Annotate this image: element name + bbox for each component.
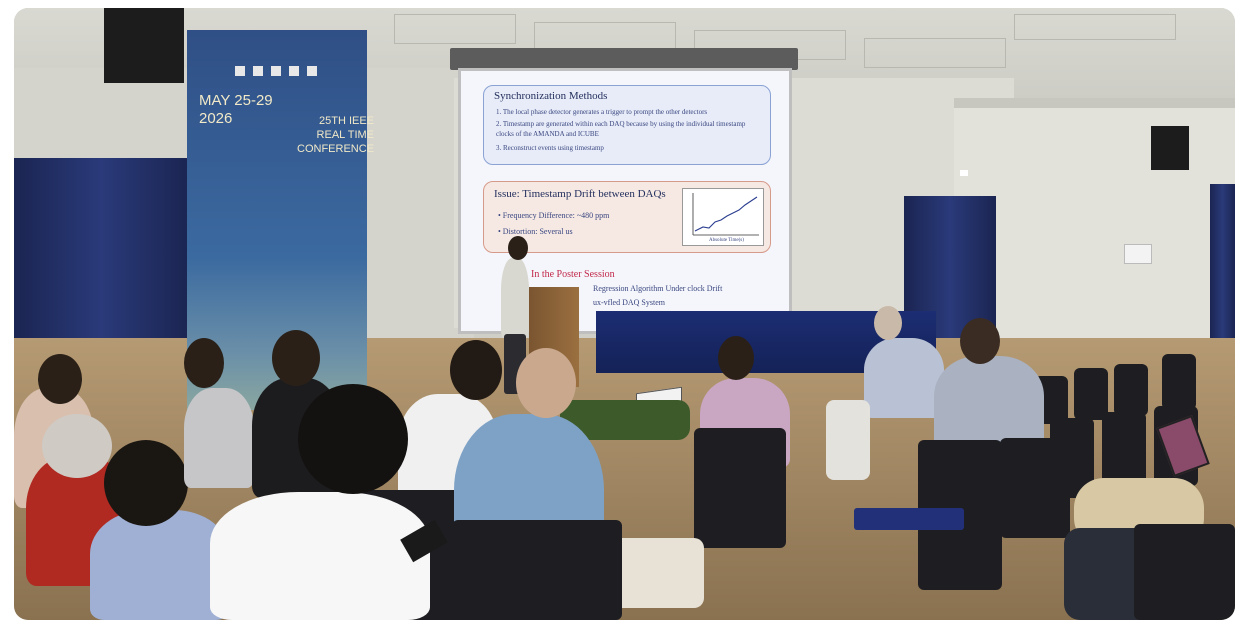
audience-member (90, 510, 230, 620)
slide-item: Regression Algorithm Under clock Drift (593, 284, 723, 293)
presenter (501, 258, 529, 338)
audience-member (184, 388, 254, 488)
chair (694, 428, 786, 548)
panelist-head (874, 306, 902, 340)
logo-icon (271, 66, 281, 76)
photo-frame: MAY 25-29 2026 25TH IEEE REAL TIME CONFE… (14, 8, 1235, 620)
chair (1162, 354, 1196, 410)
audience-head (42, 414, 112, 478)
audience-head (298, 384, 408, 494)
jacket-on-chair (826, 400, 870, 480)
chair-seat (854, 508, 964, 530)
logo-icon (307, 66, 317, 76)
slide-box-sync-methods: Synchronization Methods 1. The local pha… (483, 85, 771, 165)
slide-item: 2. Timestamp are generated within each D… (496, 120, 746, 128)
audience-head (516, 348, 576, 418)
audience-head (184, 338, 224, 388)
inset-xlabel: Absolute Time(s) (709, 238, 744, 243)
slide-item: 1. The local phase detector generates a … (496, 108, 708, 116)
slide-item: • Frequency Difference: ~480 ppm (498, 211, 610, 220)
inset-plot-graphic (692, 193, 759, 236)
banner-dates: MAY 25-29 2026 (199, 92, 273, 127)
audience-head (104, 440, 188, 526)
audience-head (718, 336, 754, 380)
curtain-right (1210, 184, 1235, 364)
audience-head (272, 330, 320, 386)
exit-light (960, 170, 968, 176)
slide-box-timestamp-drift: Issue: Timestamp Drift between DAQs • Fr… (483, 181, 771, 253)
slide-inset-plot: Absolute Time(s) (682, 188, 764, 246)
slide-poster-heading: In the Poster Session (531, 269, 615, 280)
chair (452, 520, 622, 620)
slide-item: 3. Reconstruct events using timestamp (496, 144, 604, 152)
projector-screen-housing (450, 48, 798, 70)
audience-head (450, 340, 502, 400)
logo-icon (235, 66, 245, 76)
presenter-head (508, 236, 528, 260)
banner-conference-name: 25TH IEEE REAL TIME CONFERENCE (297, 115, 375, 155)
wall-notice (1124, 244, 1152, 264)
audience-member (210, 492, 430, 620)
chair (1134, 524, 1235, 620)
panelist (864, 338, 944, 418)
slide-item: • Distortion: Several us (498, 227, 573, 236)
slide-box1-title: Synchronization Methods (494, 90, 608, 102)
loudspeaker-right (1151, 126, 1189, 170)
logo-icon (289, 66, 299, 76)
audience-head (960, 318, 1000, 364)
loudspeaker-left (104, 8, 184, 83)
slide-box2-title: Issue: Timestamp Drift between DAQs (494, 188, 666, 200)
slide-item: ux-vfled DAQ System (593, 298, 665, 307)
chair (1000, 438, 1070, 538)
slide-item: clocks of the AMANDA and ICUBE (496, 130, 599, 138)
logo-icon (253, 66, 263, 76)
chair (1074, 368, 1108, 420)
audience-head (38, 354, 82, 404)
chair (1114, 364, 1148, 416)
